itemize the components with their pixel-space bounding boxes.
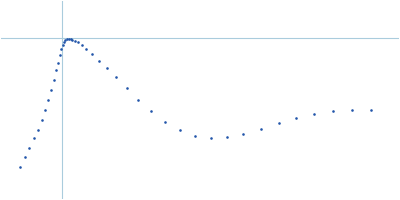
Point — [17, 165, 23, 169]
Point — [208, 137, 214, 140]
Point — [64, 37, 70, 40]
Point — [31, 137, 37, 140]
Point — [42, 108, 48, 111]
Point — [53, 69, 59, 72]
Point — [162, 120, 168, 123]
Point — [103, 67, 110, 70]
Point — [124, 87, 130, 90]
Point — [57, 53, 63, 56]
Point — [311, 112, 318, 115]
Point — [177, 128, 183, 131]
Point — [192, 134, 198, 137]
Point — [67, 38, 74, 41]
Point — [240, 132, 247, 135]
Point — [293, 116, 299, 119]
Point — [69, 38, 76, 41]
Point — [72, 39, 78, 42]
Point — [113, 76, 119, 79]
Point — [62, 38, 69, 41]
Point — [89, 52, 95, 55]
Point — [367, 108, 374, 111]
Point — [58, 47, 64, 50]
Point — [135, 98, 142, 102]
Point — [83, 47, 90, 50]
Point — [48, 89, 54, 92]
Point — [78, 43, 85, 46]
Point — [66, 37, 72, 40]
Point — [75, 41, 81, 44]
Point — [224, 136, 230, 139]
Point — [55, 61, 61, 64]
Point — [26, 147, 33, 150]
Point — [349, 108, 355, 111]
Point — [275, 121, 282, 124]
Point — [60, 43, 66, 46]
Point — [22, 156, 28, 159]
Point — [50, 79, 57, 82]
Point — [330, 109, 336, 112]
Point — [61, 40, 67, 43]
Point — [38, 118, 45, 121]
Point — [258, 127, 264, 130]
Point — [35, 128, 41, 131]
Point — [95, 59, 102, 62]
Point — [148, 109, 154, 112]
Point — [45, 98, 51, 102]
